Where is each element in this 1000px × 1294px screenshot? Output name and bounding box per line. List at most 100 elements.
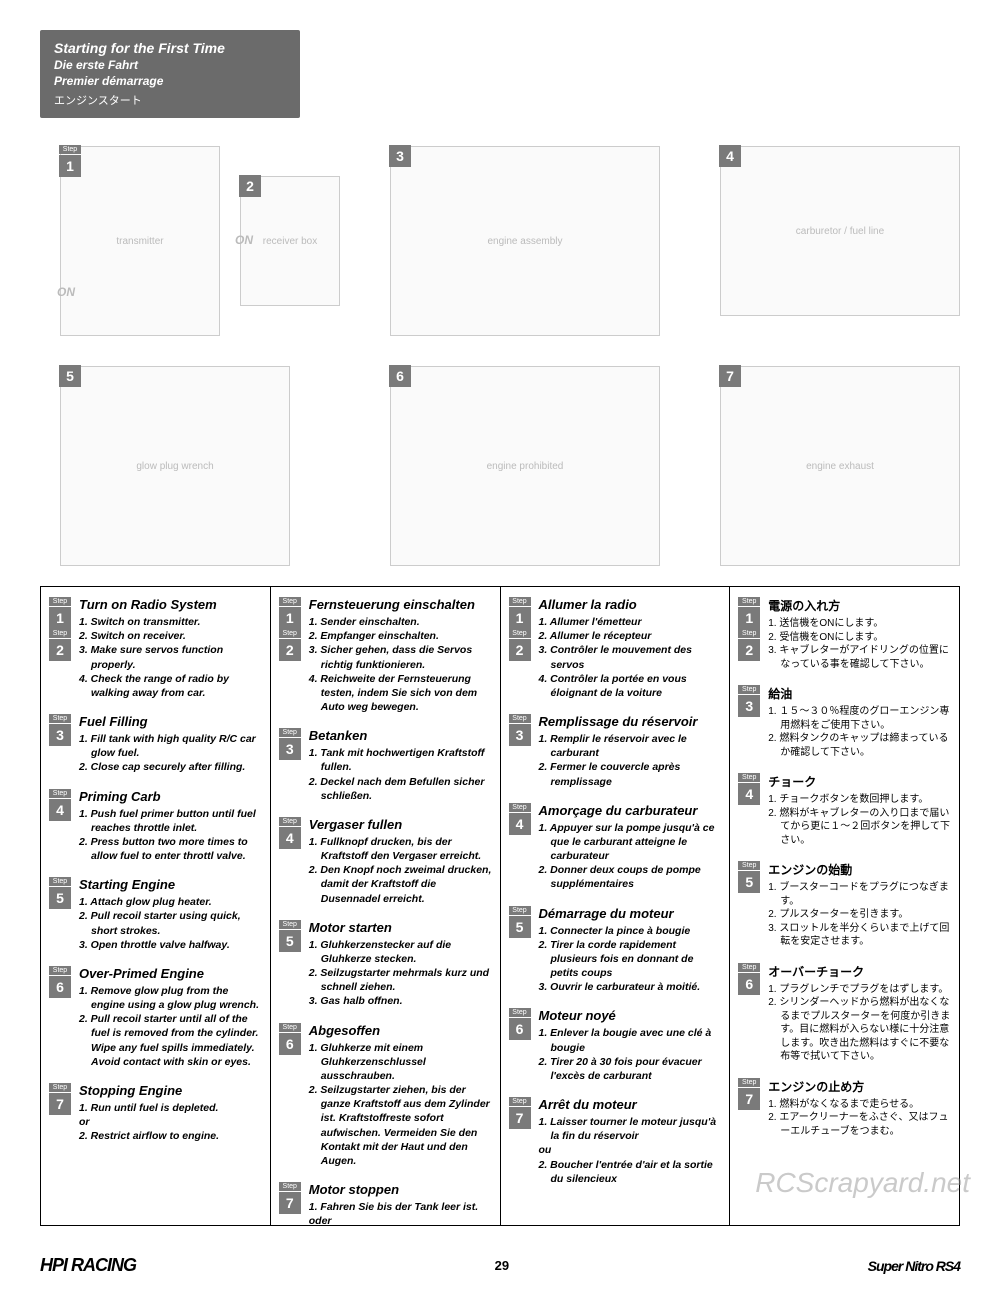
section-title: Motor starten: [309, 920, 492, 935]
step-badge-3: 3: [389, 145, 411, 167]
instruction-section: Step6Abgesoffen1. Gluhkerze mit einem Gl…: [279, 1023, 492, 1169]
instructions-grid: Step1Step2Turn on Radio System1. Switch …: [40, 586, 960, 1226]
step-badge: 1: [279, 607, 301, 629]
instruction-section: Step5Démarrage du moteur1. Connecter la …: [509, 906, 722, 995]
step-badge: 3: [279, 738, 301, 760]
instruction-item: 2. Tirer la corde rapidement plusieurs f…: [539, 938, 722, 981]
instruction-item: 2. 燃料がキャブレターの入り口まで届いてから更に１〜２回ボタンを押して下さい。: [768, 807, 951, 848]
title-fr: Premier démarrage: [54, 74, 286, 88]
instruction-item: 1. Connecter la pince à bougie: [539, 924, 722, 938]
step-word: Step: [738, 629, 760, 638]
instruction-item: 2. Seilzugstarter mehrmals kurz und schn…: [309, 966, 492, 994]
step-badge: 4: [49, 799, 71, 821]
step-word: Step: [509, 803, 531, 812]
fig-placeholder: receiver box: [263, 236, 317, 247]
fig-placeholder: engine prohibited: [487, 461, 564, 472]
step-word: Step: [49, 966, 71, 975]
instruction-item: 3. Make sure servos function properly.: [79, 643, 262, 671]
section-title: 電源の入れ方: [768, 597, 951, 614]
section-title: Allumer la radio: [539, 597, 722, 612]
instruction-item: 1. ブースターコードをプラグにつなぎます。: [768, 881, 951, 908]
instruction-item: ou: [539, 1143, 722, 1157]
instruction-item: 2. シリンダーヘッドから燃料が出なくなるまでプルスターターを何度か引きます。目…: [768, 996, 951, 1064]
fig-placeholder: carburetor / fuel line: [796, 226, 884, 237]
instruction-item: 2. Donner deux coups de pompe supplément…: [539, 863, 722, 891]
section-title: エンジンの始動: [768, 861, 951, 878]
step-badge: 7: [279, 1192, 301, 1214]
fig-placeholder: glow plug wrench: [136, 461, 213, 472]
instruction-section: Step5Starting Engine1. Attach glow plug …: [49, 877, 262, 952]
title-jp: エンジンスタート: [54, 92, 286, 108]
figure-4: 4 carburetor / fuel line: [720, 146, 960, 316]
col-en: Step1Step2Turn on Radio System1. Switch …: [41, 587, 271, 1225]
step-badge: 5: [49, 887, 71, 909]
step-word: Step: [509, 714, 531, 723]
instruction-item: 3. Contrôler le mouvement des servos: [539, 643, 722, 671]
instruction-item: 2. Den Knopf noch zweimal drucken, damit…: [309, 863, 492, 906]
instruction-item: 3. Open throttle valve halfway.: [79, 938, 262, 952]
instruction-item: 3. キャブレターがアイドリングの位置になっている事を確認して下さい。: [768, 644, 951, 671]
step-badge: 6: [738, 973, 760, 995]
step-word: Step: [279, 1182, 301, 1191]
instruction-item: 2. Close cap securely after filling.: [79, 760, 262, 774]
section-title: Moteur noyé: [539, 1008, 722, 1023]
step-badge: 5: [738, 871, 760, 893]
on-label-2: ON: [235, 233, 253, 247]
instruction-section: Step5Motor starten1. Gluhkerzenstecker a…: [279, 920, 492, 1009]
col-fr: Step1Step2Allumer la radio1. Allumer l'é…: [501, 587, 731, 1225]
instruction-item: 1. Remplir le réservoir avec le carburan…: [539, 732, 722, 760]
step-badge: 7: [509, 1107, 531, 1129]
instruction-item: 1. Gluhkerze mit einem Gluhkerzenschluss…: [309, 1041, 492, 1084]
step-word: Step: [49, 597, 71, 606]
figure-3: 3 engine assembly: [390, 146, 660, 336]
figure-2: 2 receiver box ON: [240, 176, 340, 306]
instruction-item: oder: [309, 1214, 492, 1225]
section-title: Turn on Radio System: [79, 597, 262, 612]
figure-6: 6 engine prohibited: [390, 366, 660, 566]
instruction-item: 2. Pull recoil starter using quick, shor…: [79, 909, 262, 937]
instruction-section: Step3Remplissage du réservoir1. Remplir …: [509, 714, 722, 789]
step-word: Step: [49, 1083, 71, 1092]
footer: HPI RACING 29 Super Nitro RS4: [0, 1255, 1000, 1276]
instruction-item: 4. Check the range of radio by walking a…: [79, 672, 262, 700]
step-word: Step: [738, 597, 760, 606]
step-badge: 6: [509, 1018, 531, 1040]
step-badge: 4: [509, 813, 531, 835]
step-word: Step: [738, 861, 760, 870]
instruction-item: 3. Ouvrir le carburateur à moitié.: [539, 980, 722, 994]
instruction-item: 2. Restrict airflow to engine.: [79, 1129, 262, 1143]
section-title: チョーク: [768, 773, 951, 790]
instruction-item: 1. Appuyer sur la pompe jusqu'à ce que l…: [539, 821, 722, 864]
step-word: Step: [279, 728, 301, 737]
instruction-section: Step1Step2Allumer la radio1. Allumer l'é…: [509, 597, 722, 700]
instruction-item: 4. Contrôler la portée en vous éloignant…: [539, 672, 722, 700]
step-badge: 2: [738, 639, 760, 661]
instruction-section: Step7Stopping Engine1. Run until fuel is…: [49, 1083, 262, 1144]
logo-right: Super Nitro RS4: [868, 1258, 960, 1274]
instruction-item: 2. 受信機をONにします。: [768, 631, 951, 645]
instruction-item: 1. 送信機をONにします。: [768, 617, 951, 631]
instruction-item: 1. Attach glow plug heater.: [79, 895, 262, 909]
step-word-1: Step: [59, 145, 81, 154]
figure-1: Step 1 transmitter ON: [60, 146, 220, 336]
instruction-section: Step5エンジンの始動1. ブースターコードをプラグにつなぎます。2. プルス…: [738, 861, 951, 949]
step-word: Step: [509, 1097, 531, 1106]
instruction-item: 3. Sicher gehen, dass die Servos richtig…: [309, 643, 492, 671]
instruction-item: or: [79, 1115, 262, 1129]
col-jp: Step1Step2電源の入れ方1. 送信機をONにします。2. 受信機をONに…: [730, 587, 959, 1225]
step-badge-1: 1: [59, 155, 81, 177]
instruction-section: Step1Step2電源の入れ方1. 送信機をONにします。2. 受信機をONに…: [738, 597, 951, 671]
section-title: Stopping Engine: [79, 1083, 262, 1098]
step-word: Step: [509, 597, 531, 606]
instruction-section: Step3Betanken1. Tank mit hochwertigen Kr…: [279, 728, 492, 803]
instruction-section: Step7Motor stoppen1. Fahren Sie bis der …: [279, 1182, 492, 1225]
instruction-item: 2. Allumer le récepteur: [539, 629, 722, 643]
section-title: Arrêt du moteur: [539, 1097, 722, 1112]
instruction-item: 1. プラグレンチでプラグをはずします。: [768, 983, 951, 997]
instruction-item: 2. Press button two more times to allow …: [79, 835, 262, 863]
instruction-item: 1. Remove glow plug from the engine usin…: [79, 984, 262, 1012]
step-word: Step: [509, 906, 531, 915]
instruction-item: 1. Push fuel primer button until fuel re…: [79, 807, 262, 835]
section-title: Vergaser fullen: [309, 817, 492, 832]
step-badge: 2: [49, 639, 71, 661]
